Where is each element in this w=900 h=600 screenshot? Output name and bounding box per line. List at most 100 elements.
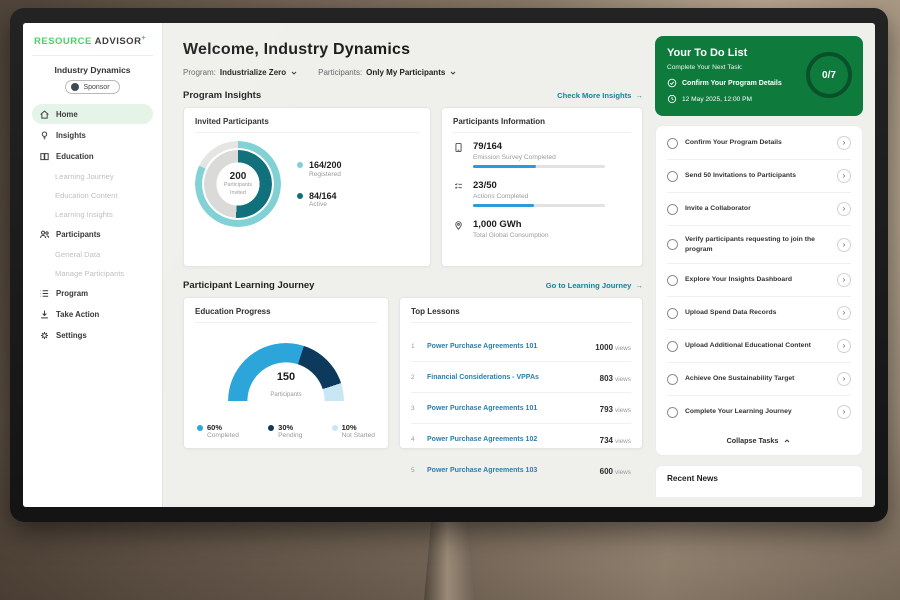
sidebar-item-participants[interactable]: Participants — [32, 224, 153, 244]
chevron-right-icon[interactable]: › — [837, 405, 851, 420]
task-row-send-invitations[interactable]: Send 50 Invitations to Participants › — [667, 160, 851, 193]
sidebar-item-take-action[interactable]: Take Action — [32, 304, 153, 324]
sponsor-badge[interactable]: Sponsor — [65, 80, 120, 95]
checklist-icon — [453, 180, 465, 207]
legend-value: 10% — [341, 423, 357, 432]
task-checkbox[interactable] — [667, 203, 678, 215]
sidebar-item-general-data[interactable]: General Data — [32, 245, 153, 263]
sidebar-item-home[interactable]: Home — [32, 104, 153, 125]
chevron-right-icon[interactable]: › — [837, 372, 851, 387]
learning-journey-cards: Education Progress 150 Participants 60% — [183, 297, 643, 476]
legend-value: 30% — [278, 423, 294, 432]
task-checkbox[interactable] — [667, 137, 678, 149]
task-checkbox[interactable] — [667, 307, 678, 319]
recent-news-header[interactable]: Recent News — [655, 465, 863, 498]
chevron-right-icon[interactable]: › — [837, 339, 851, 354]
lesson-link[interactable]: Power Purchase Agreements 101 — [427, 404, 538, 412]
todo-progress-ring: 0/7 — [806, 52, 852, 98]
program-insights-header: Program Insights Check More Insights → — [183, 90, 643, 101]
clock-icon — [667, 94, 677, 104]
task-label: Invite a Collaborator — [685, 205, 751, 213]
sidebar-item-label: General Data — [55, 249, 101, 259]
sidebar-item-label: Take Action — [56, 309, 100, 319]
donut-center-label: 200 Participants Invited — [195, 141, 281, 227]
task-row-achieve-target[interactable]: Achieve One Sustainability Target › — [667, 363, 851, 397]
sidebar-nav: Home Insights Education Learning Journey — [32, 104, 153, 345]
participants-filter[interactable]: Participants: Only My Participants — [318, 68, 457, 77]
lesson-views: 600 views — [600, 461, 631, 479]
program-filter[interactable]: Program: Industrialize Zero — [183, 68, 298, 77]
sidebar-item-learning-insights[interactable]: Learning Insights — [32, 205, 153, 223]
chevron-right-icon[interactable]: › — [837, 169, 851, 183]
education-legend: 60% Completed 30% Pending 10% Not Starte… — [195, 417, 377, 439]
sidebar-item-insights[interactable]: Insights — [32, 125, 153, 145]
task-checkbox[interactable] — [667, 274, 678, 286]
chevron-down-icon — [449, 69, 457, 77]
arrow-right-icon: → — [635, 281, 643, 290]
collapse-tasks-button[interactable]: Collapse Tasks — [667, 428, 851, 454]
task-row-upload-spend-data[interactable]: Upload Spend Data Records › — [667, 297, 851, 331]
sidebar-item-settings[interactable]: Settings — [32, 325, 153, 345]
todo-progress-value: 0/7 — [822, 69, 836, 81]
task-checkbox[interactable] — [667, 406, 678, 418]
task-row-explore-insights[interactable]: Explore Your Insights Dashboard › — [667, 264, 851, 298]
views-label: views — [615, 407, 631, 414]
legend-dot — [197, 424, 203, 431]
lesson-views: 1000 views — [595, 337, 631, 355]
task-checkbox[interactable] — [667, 170, 678, 182]
legend-dot — [297, 161, 303, 168]
todo-next-task-label: Confirm Your Program Details — [682, 79, 782, 87]
donut-inner-ring — [204, 150, 272, 218]
participants-icon — [39, 229, 50, 240]
legend-item-active: 84/164 Active — [297, 191, 342, 208]
chevron-right-icon[interactable]: › — [837, 306, 851, 321]
chevron-right-icon[interactable]: › — [837, 202, 851, 216]
task-checkbox[interactable] — [667, 373, 678, 385]
task-checkbox[interactable] — [667, 239, 678, 251]
task-list-card: Confirm Your Program Details › Send 50 I… — [655, 125, 863, 457]
legend-item-completed: 60% Completed — [197, 423, 239, 439]
task-row-verify-participants[interactable]: Verify participants requesting to join t… — [667, 226, 851, 265]
todo-next-task[interactable]: Confirm Your Program Details — [667, 78, 807, 88]
lesson-link[interactable]: Power Purchase Agreements 102 — [427, 435, 538, 443]
dashboard-screen: RESOURCE ADVISOR+ Industry Dynamics Spon… — [23, 23, 875, 507]
legend-label: Pending — [278, 432, 303, 439]
views-count: 803 — [599, 374, 614, 383]
views-count: 734 — [599, 436, 614, 445]
program-filter-value: Industrialize Zero — [219, 68, 287, 77]
chevron-right-icon[interactable]: › — [837, 237, 851, 252]
lesson-link[interactable]: Power Purchase Agreements 101 — [427, 342, 538, 350]
task-row-confirm-details[interactable]: Confirm Your Program Details › — [667, 127, 851, 160]
views-count: 793 — [599, 405, 614, 414]
go-to-learning-journey-link[interactable]: Go to Learning Journey → — [546, 281, 643, 290]
task-label: Upload Additional Educational Content — [685, 342, 811, 350]
stat-global-consumption: 1,000 GWh Total Global Consumption — [453, 219, 631, 243]
gauge-center-label: 150 Participants — [228, 371, 344, 401]
sidebar-item-learning-journey[interactable]: Learning Journey — [32, 167, 153, 185]
donut-center-value: 200 — [229, 171, 247, 183]
sidebar-item-manage-participants[interactable]: Manage Participants — [32, 264, 153, 282]
chevron-right-icon[interactable]: › — [837, 273, 851, 288]
main-content: Welcome, Industry Dynamics Program: Indu… — [163, 23, 651, 507]
legend-value: 60% — [207, 423, 223, 432]
donut-legend: 164/200 Registered 84/164 Active — [297, 160, 342, 208]
learning-journey-header: Participant Learning Journey Go to Learn… — [183, 280, 643, 291]
lesson-link[interactable]: Power Purchase Agreements 103 — [427, 466, 538, 474]
sidebar-item-program[interactable]: Program — [32, 283, 153, 303]
task-row-upload-educational-content[interactable]: Upload Additional Educational Content › — [667, 330, 851, 364]
check-more-insights-link[interactable]: Check More Insights → — [557, 91, 643, 100]
app-logo: RESOURCE ADVISOR+ — [32, 35, 153, 57]
sponsor-label: Sponsor — [83, 83, 110, 91]
todo-due-label: 12 May 2025, 12:00 PM — [682, 95, 753, 103]
survey-icon — [453, 141, 465, 168]
task-checkbox[interactable] — [667, 340, 678, 352]
sidebar-item-education[interactable]: Education — [32, 146, 153, 166]
program-icon — [39, 288, 50, 299]
task-row-complete-learning-journey[interactable]: Complete Your Learning Journey › — [667, 396, 851, 428]
education-gauge-chart: 150 Participants — [228, 343, 344, 401]
collapse-label: Collapse Tasks — [726, 436, 779, 446]
chevron-right-icon[interactable]: › — [837, 136, 851, 150]
task-row-invite-collaborator[interactable]: Invite a Collaborator › — [667, 193, 851, 226]
lesson-link[interactable]: Financial Considerations - VPPAs — [427, 373, 539, 381]
sidebar-item-education-content[interactable]: Education Content — [32, 186, 153, 204]
